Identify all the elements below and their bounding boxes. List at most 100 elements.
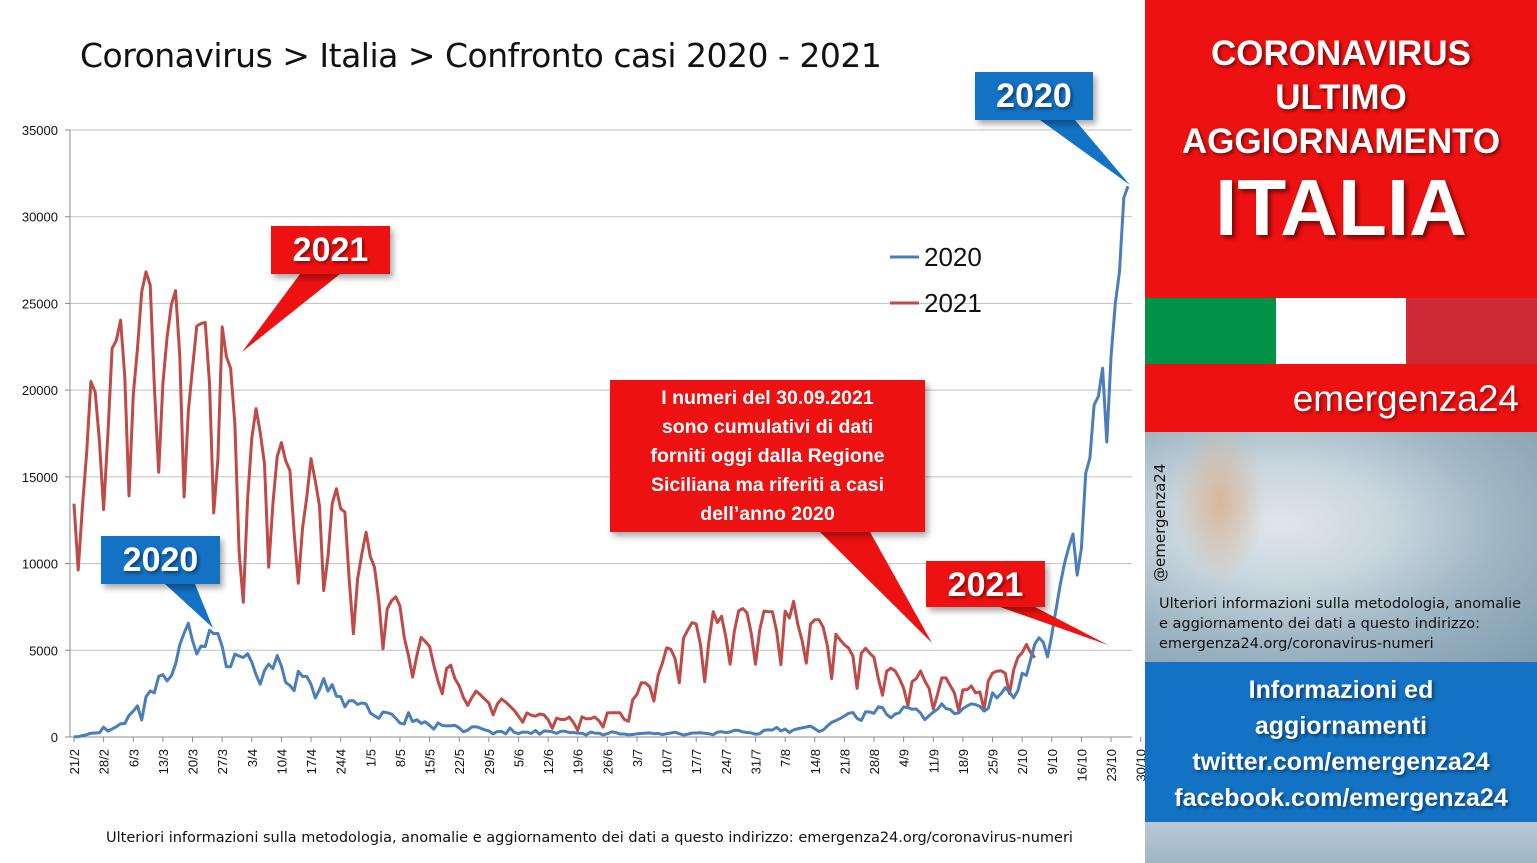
x-tick-label: 22/5 — [452, 749, 467, 774]
background-photo: @emergenza24 Ulteriori informazioni sull… — [1145, 432, 1537, 662]
pointer-2021-right — [1000, 607, 1108, 645]
sidebar-line-1: CORONAVIRUS — [1211, 34, 1471, 73]
x-tick-label: 2/10 — [1015, 749, 1030, 774]
y-tick-label: 20000 — [22, 383, 58, 398]
x-tick-label: 28/8 — [867, 749, 882, 774]
flag-red-stripe — [1406, 298, 1537, 364]
callout-2021-top: 2021 — [271, 226, 390, 274]
series-line-2021 — [72, 270, 1037, 732]
social-handle: @emergenza24 — [1151, 463, 1169, 582]
y-tick-label: 0 — [51, 730, 58, 745]
social-line: Informazioni ed — [1248, 676, 1434, 704]
x-tick-label: 25/9 — [986, 749, 1001, 774]
pointer-2021-top — [242, 274, 340, 352]
x-tick-label: 21/8 — [837, 749, 852, 774]
legend-label-2021: 2021 — [924, 288, 982, 318]
x-tick-label: 23/10 — [1104, 749, 1119, 782]
series-lines — [72, 185, 1130, 739]
callout-2021-right-label: 2021 — [947, 566, 1024, 604]
x-tick-label: 31/7 — [749, 749, 764, 774]
sidebar-header: CORONAVIRUS ULTIMO AGGIORNAMENTO ITALIA — [1145, 0, 1537, 298]
social-line: aggiornamenti — [1254, 712, 1428, 740]
x-tick-label: 21/2 — [67, 749, 82, 774]
x-tick-label: 26/6 — [600, 749, 615, 774]
x-tick-label: 5/6 — [511, 749, 526, 767]
y-tick-label: 10000 — [22, 557, 58, 572]
callout-note: I numeri del 30.09.2021 sono cumulativi … — [610, 380, 925, 532]
gridlines — [70, 129, 1132, 738]
note-line: I numeri del 30.09.2021 — [661, 387, 874, 409]
note-line: dell’anno 2020 — [700, 503, 835, 525]
y-tick-label: 30000 — [22, 210, 58, 225]
x-tick-label: 15/5 — [423, 749, 438, 774]
italian-flag — [1145, 298, 1537, 364]
pointer-2020-top — [1040, 120, 1130, 185]
callout-2021-right: 2021 — [926, 561, 1045, 607]
y-tick-label: 15000 — [22, 470, 58, 485]
x-tick-label: 1/5 — [363, 749, 378, 767]
sidebar-line-2: ULTIMO — [1275, 78, 1407, 117]
x-tick-label: 11/9 — [926, 749, 941, 773]
x-tick-label: 20/3 — [186, 749, 201, 774]
note-line: Siciliana ma riferiti a casi — [650, 474, 885, 496]
sidebar: CORONAVIRUS ULTIMO AGGIORNAMENTO ITALIA … — [1145, 0, 1537, 863]
callout-2020-mid: 2020 — [101, 536, 220, 584]
sidebar-footer-photo — [1145, 822, 1537, 863]
social-links: Informazioni ed aggiornamenti twitter.co… — [1145, 662, 1537, 822]
x-tick-label: 30/10 — [1134, 749, 1145, 782]
x-tick-label: 10/4 — [274, 749, 289, 774]
x-tick-label: 14/8 — [808, 749, 823, 774]
sidebar-country: ITALIA — [1215, 163, 1467, 252]
brand-bar: emergenza24 — [1145, 364, 1537, 432]
x-tick-label: 17/7 — [689, 749, 704, 774]
x-tick-label: 24/4 — [334, 749, 349, 774]
x-tick-label: 27/3 — [215, 749, 230, 774]
pointer-2020-mid — [165, 584, 213, 628]
x-tick-label: 17/4 — [304, 749, 319, 774]
twitter-link[interactable]: twitter.com/emergenza24 — [1192, 748, 1490, 776]
legend-label-2020: 2020 — [924, 242, 982, 272]
note-line: sono cumulativi di dati — [661, 416, 874, 438]
x-tick-label: 3/7 — [630, 749, 645, 767]
y-axis: 0 5000 10000 15000 20000 25000 30000 35000 — [22, 123, 71, 745]
callout-2020-top-label: 2020 — [996, 77, 1072, 115]
facebook-link[interactable]: facebook.com/emergenza24 — [1174, 784, 1508, 812]
x-tick-label: 28/2 — [97, 749, 112, 774]
x-tick-label: 16/10 — [1074, 749, 1089, 782]
x-tick-label: 19/6 — [571, 749, 586, 774]
line-chart: 0 5000 10000 15000 20000 25000 30000 35000 21/2… — [22, 120, 1145, 782]
legend: 2020 2021 — [890, 242, 982, 318]
methodology-note: Ulteriori informazioni sulla metodologia… — [1159, 596, 1522, 652]
callout-2020-top: 2020 — [975, 72, 1093, 120]
flag-green-stripe — [1145, 298, 1276, 364]
x-tick-label: 18/9 — [956, 749, 971, 774]
callout-pointers — [165, 120, 1130, 645]
callout-2020-mid-label: 2020 — [122, 541, 199, 579]
x-tick-label: 10/7 — [660, 749, 675, 774]
x-tick-label: 3/4 — [245, 749, 260, 767]
x-tick-label: 9/10 — [1045, 749, 1060, 774]
brand-name: emergenza24 — [1292, 378, 1519, 419]
note-line: forniti oggi dalla Regione — [650, 445, 885, 467]
x-tick-label: 12/6 — [541, 749, 556, 774]
flag-white-stripe — [1275, 298, 1407, 364]
x-tick-label: 4/9 — [897, 749, 912, 767]
pointer-note — [820, 532, 932, 643]
x-tick-label: 7/8 — [778, 749, 793, 767]
y-tick-label: 35000 — [22, 123, 58, 138]
callout-2021-top-label: 2021 — [292, 231, 369, 269]
y-tick-label: 25000 — [22, 296, 58, 311]
x-tick-label: 8/5 — [393, 749, 408, 767]
x-tick-label: 29/5 — [482, 749, 497, 774]
series-line-2020 — [73, 185, 1130, 739]
sidebar-line-3: AGGIORNAMENTO — [1181, 122, 1501, 161]
y-tick-label: 5000 — [29, 643, 58, 658]
x-tick-label: 13/3 — [156, 749, 171, 774]
chart-title: Coronavirus > Italia > Confronto casi 20… — [80, 36, 882, 75]
photo-blur — [1175, 432, 1265, 582]
footnote: Ulteriori informazioni sulla metodologia… — [106, 830, 1073, 846]
chart-area: Coronavirus > Italia > Confronto casi 20… — [21, 36, 1145, 846]
x-axis: 21/2 28/2 6/3 13/3 20/3 27/3 3/4 10/4 17/4 24/4 1/… — [67, 736, 1145, 782]
x-tick-label: 6/3 — [126, 749, 141, 767]
x-tick-label: 24/7 — [719, 749, 734, 774]
